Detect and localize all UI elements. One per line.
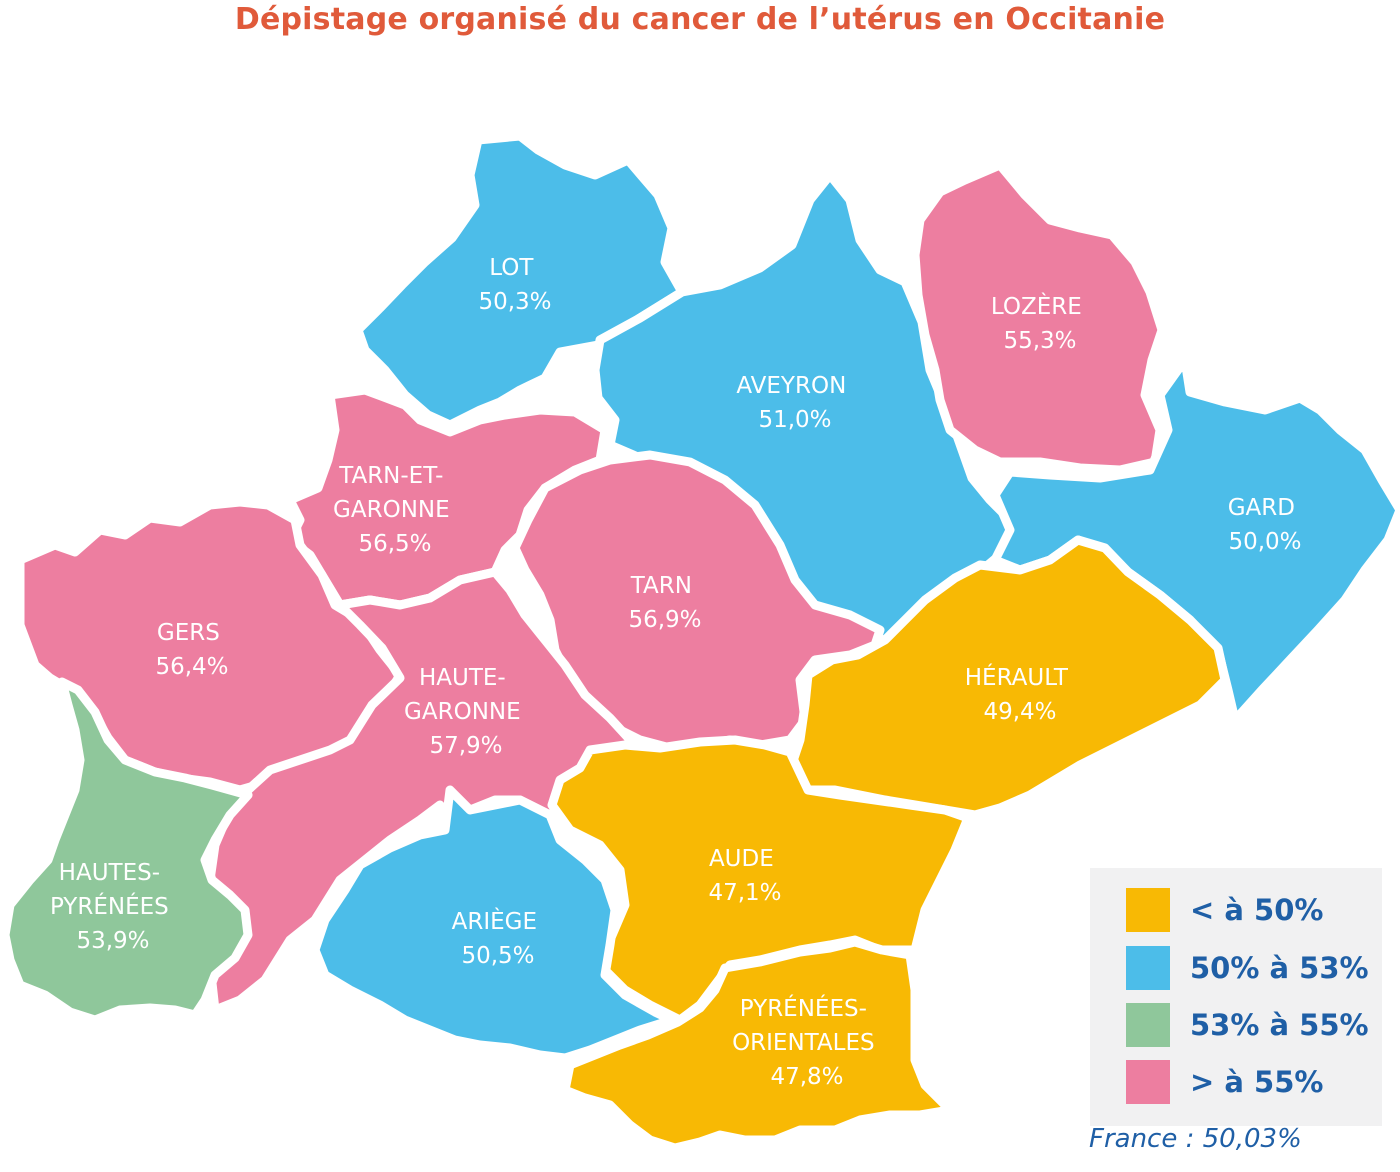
label-tarn-line1: TARN (630, 573, 692, 599)
label-lot-value: 50,3% (478, 289, 551, 315)
label-aveyron-line1: AVEYRON (736, 373, 846, 399)
label-aude-value: 47,1% (708, 880, 781, 906)
dept-shape-pyrenees-orientales[interactable] (560, 937, 955, 1153)
label-ariege: ARIÈGE 50,5% (452, 907, 545, 969)
label-haute-garonne: HAUTE- GARONNE 57,9% (404, 665, 528, 759)
label-lozere-value: 55,3% (1003, 328, 1076, 354)
label-tarn-value: 56,9% (628, 607, 701, 633)
legend: < à 50% 50% à 53% 53% à 55% > à 55% (1090, 868, 1382, 1126)
label-ariege-value: 50,5% (461, 943, 534, 969)
label-herault-line1: HÉRAULT (965, 663, 1069, 691)
label-tarn-et-garonne-value: 56,5% (358, 531, 431, 557)
legend-swatch (1126, 946, 1170, 990)
label-tarn: TARN 56,9% (628, 573, 701, 633)
label-haute-garonne-value: 57,9% (429, 733, 502, 759)
label-haute-garonne-line1: HAUTE- (419, 665, 506, 691)
legend-swatch (1126, 1060, 1170, 1104)
label-aude-line1: AUDE (709, 846, 774, 872)
dept-shape-hautes-pyrenees[interactable] (0, 677, 253, 1025)
legend-label: > à 55% (1190, 1065, 1324, 1099)
label-hautes-pyrenees-value: 53,9% (76, 928, 149, 954)
label-hautes-pyrenees-line2: PYRÉNÉES (50, 892, 169, 920)
label-pyrenees-orientales-line1: PYRÉNÉES- (740, 994, 867, 1022)
label-gers-line1: GERS (157, 620, 220, 646)
label-gers: GERS 56,4% (155, 620, 228, 680)
legend-swatch (1126, 1003, 1170, 1047)
label-lozere-line1: LOZÈRE (991, 292, 1082, 320)
dept-shape-lozere[interactable] (910, 160, 1167, 475)
dept-shape-herault[interactable] (785, 535, 1230, 820)
label-ariege-line1: ARIÈGE (452, 907, 537, 935)
france-average: France : 50,03% (1089, 1124, 1302, 1154)
legend-label: 50% à 53% (1190, 951, 1369, 985)
label-aveyron-value: 51,0% (758, 407, 831, 433)
legend-swatch (1126, 888, 1170, 932)
dept-shape-lot[interactable] (353, 131, 687, 430)
label-gard: GARD 50,0% (1228, 495, 1303, 555)
map-title: Dépistage organisé du cancer de l’utérus… (234, 2, 1166, 37)
legend-label: 53% à 55% (1190, 1008, 1369, 1042)
label-pyrenees-orientales-line2: ORIENTALES (732, 1030, 875, 1056)
dept-shape-tarn-et-garonne[interactable] (285, 385, 610, 610)
label-tarn-et-garonne-line1: TARN-ET- (338, 463, 443, 489)
label-herault-value: 49,4% (983, 699, 1056, 725)
label-gers-value: 56,4% (155, 654, 228, 680)
label-lot: LOT 50,3% (478, 255, 551, 315)
legend-item-below-50: < à 50% (1126, 888, 1323, 932)
label-aveyron: AVEYRON 51,0% (736, 373, 853, 433)
label-hautes-pyrenees: HAUTES- PYRÉNÉES 53,9% (50, 860, 176, 954)
label-tarn-et-garonne-line2: GARONNE (333, 497, 450, 523)
label-lot-line1: LOT (489, 255, 534, 281)
legend-item-50-53: 50% à 53% (1126, 946, 1369, 990)
dept-shape-ariege[interactable] (310, 785, 677, 1063)
dept-shape-haute-garonne[interactable] (205, 567, 637, 1015)
label-gard-value: 50,0% (1228, 529, 1301, 555)
label-lozere: LOZÈRE 55,3% (991, 292, 1089, 354)
legend-item-53-55: 53% à 55% (1126, 1003, 1369, 1047)
label-gard-line1: GARD (1228, 495, 1295, 521)
label-haute-garonne-line2: GARONNE (404, 699, 521, 725)
label-hautes-pyrenees-line1: HAUTES- (59, 860, 160, 886)
label-herault: HÉRAULT 49,4% (965, 663, 1075, 725)
label-pyrenees-orientales-value: 47,8% (770, 1064, 843, 1090)
label-pyrenees-orientales: PYRÉNÉES- ORIENTALES 47,8% (732, 994, 882, 1090)
legend-label: < à 50% (1190, 893, 1324, 927)
label-tarn-et-garonne: TARN-ET- GARONNE 56,5% (333, 463, 457, 557)
legend-item-above-55: > à 55% (1126, 1060, 1323, 1104)
label-aude: AUDE 47,1% (708, 846, 781, 906)
